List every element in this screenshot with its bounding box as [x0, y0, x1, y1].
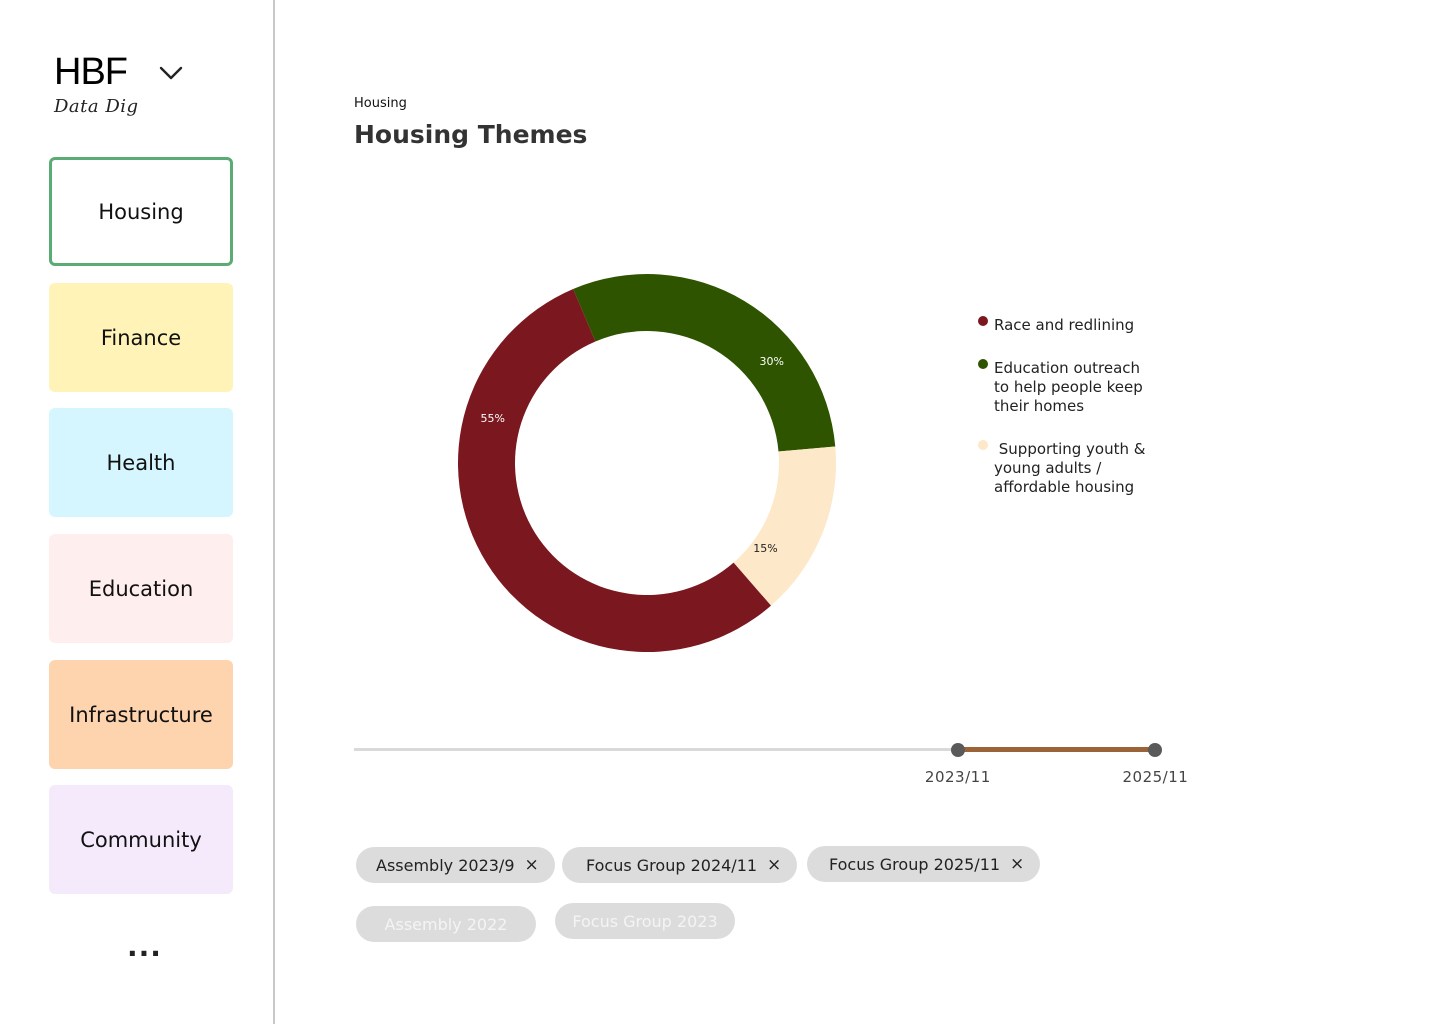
sidebar-item-housing[interactable]: Housing: [49, 157, 233, 266]
sidebar-item-infrastructure[interactable]: Infrastructure: [49, 660, 233, 769]
filter-chip-selected[interactable]: Focus Group 2025/11 ×: [807, 846, 1041, 882]
slider-selected-range: [957, 747, 1156, 752]
donut-slice[interactable]: [573, 274, 836, 452]
filter-chip-available[interactable]: Assembly 2022: [356, 906, 536, 942]
slice-label: 15%: [753, 542, 777, 555]
chip-label: Assembly 2022: [384, 914, 508, 934]
chip-label: Assembly 2023/9: [376, 855, 515, 875]
slice-label: 55%: [480, 412, 504, 425]
filter-chip-available[interactable]: Focus Group 2023: [555, 903, 735, 939]
sidebar-item-label: Infrastructure: [69, 702, 213, 727]
page-title: Housing Themes: [354, 120, 588, 149]
legend-item: Education outreach to help people keep t…: [976, 359, 1176, 416]
chip-label: Focus Group 2023: [572, 911, 718, 931]
sidebar-item-label: Housing: [98, 199, 184, 224]
sidebar-item-finance[interactable]: Finance: [49, 283, 233, 392]
legend-line: to help people keep: [994, 378, 1143, 396]
close-icon[interactable]: ×: [524, 855, 539, 875]
sidebar-divider: [273, 0, 275, 1024]
slider-start-label: 2023/11: [924, 768, 991, 786]
slider-end-label: 2025/11: [1122, 768, 1189, 786]
legend-line: affordable housing: [994, 478, 1135, 496]
legend-line: their homes: [994, 397, 1085, 415]
close-icon[interactable]: ×: [1010, 854, 1025, 874]
sidebar-item-label: Education: [88, 576, 194, 601]
more-menu-button[interactable]: ...: [127, 930, 162, 963]
chevron-down-icon[interactable]: [158, 64, 184, 82]
sidebar-item-label: Health: [106, 450, 176, 475]
legend-line: Supporting youth &: [994, 440, 1146, 458]
sidebar-item-community[interactable]: Community: [49, 785, 233, 894]
sidebar-item-health[interactable]: Health: [49, 408, 233, 517]
slice-label: 30%: [760, 355, 784, 368]
donut-chart: 30% 15% 55%: [457, 274, 836, 653]
sidebar-item-label: Community: [80, 827, 202, 852]
close-icon[interactable]: ×: [767, 855, 782, 875]
brand-logo[interactable]: HBF Data Dig: [54, 52, 139, 117]
legend-item: Supporting youth & young adults / afford…: [976, 440, 1176, 497]
chip-label: Focus Group 2024/11: [586, 855, 758, 875]
legend-line: young adults /: [994, 459, 1102, 477]
slider-start-handle[interactable]: [950, 743, 965, 757]
legend-dot-icon: [978, 440, 988, 450]
donut-slice[interactable]: [733, 446, 836, 606]
sidebar-item-label: Finance: [100, 325, 182, 350]
brand-subtitle: Data Dig: [54, 96, 139, 117]
filter-chip-selected[interactable]: Focus Group 2024/11 ×: [562, 847, 798, 883]
donut-slice[interactable]: [457, 289, 771, 653]
timeline-slider[interactable]: 2023/11 2025/11: [354, 738, 1194, 798]
legend-item: Race and redlining: [976, 316, 1176, 335]
slider-track[interactable]: [354, 748, 1157, 751]
legend-dot-icon: [978, 359, 988, 369]
sidebar-item-education[interactable]: Education: [49, 534, 233, 643]
chart-legend: Race and redlining Education outreach to…: [976, 316, 1176, 521]
breadcrumb[interactable]: Housing: [354, 96, 407, 111]
slider-end-handle[interactable]: [1148, 743, 1163, 757]
legend-dot-icon: [978, 316, 988, 326]
brand-title: HBF: [54, 51, 128, 93]
chip-label: Focus Group 2025/11: [829, 854, 1001, 874]
filter-chip-selected[interactable]: Assembly 2023/9 ×: [356, 847, 555, 883]
legend-line: Education outreach: [994, 359, 1141, 377]
legend-line: Race and redlining: [994, 316, 1135, 334]
sidebar: HBF Data Dig Housing Finance Health Educ…: [0, 0, 274, 1024]
